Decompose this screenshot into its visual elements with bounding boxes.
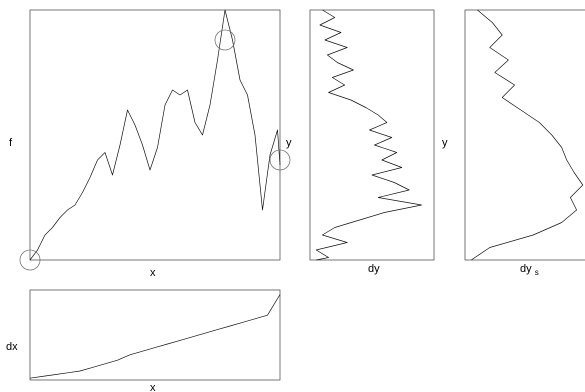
dys-xlabel: dy s: [520, 263, 539, 277]
dx-series-line: [29, 294, 281, 379]
main-xlabel: x: [150, 267, 156, 279]
main-ylabel: f: [9, 137, 13, 149]
dy-plot-frame: [309, 9, 435, 261]
main-marker-start: [19, 249, 41, 271]
main-marker-end: [269, 149, 291, 171]
dys-plot-frame: [464, 9, 585, 261]
main-right-label: y: [286, 137, 292, 149]
dy-right-label: y: [442, 137, 448, 149]
dys-xlabel-sub: s: [535, 268, 539, 277]
main-marker-peak: [214, 29, 236, 51]
dys-series-line: [471, 9, 584, 261]
dx-ylabel: dx: [6, 341, 18, 353]
main-series-line: [29, 9, 281, 261]
main-plot-frame: [29, 9, 281, 261]
dx-plot-frame: [29, 289, 281, 381]
dy-series-line: [315, 9, 422, 261]
dy-xlabel: dy: [368, 263, 380, 275]
dx-xlabel: x: [150, 382, 156, 392]
dys-xlabel-base: dy: [520, 263, 532, 275]
